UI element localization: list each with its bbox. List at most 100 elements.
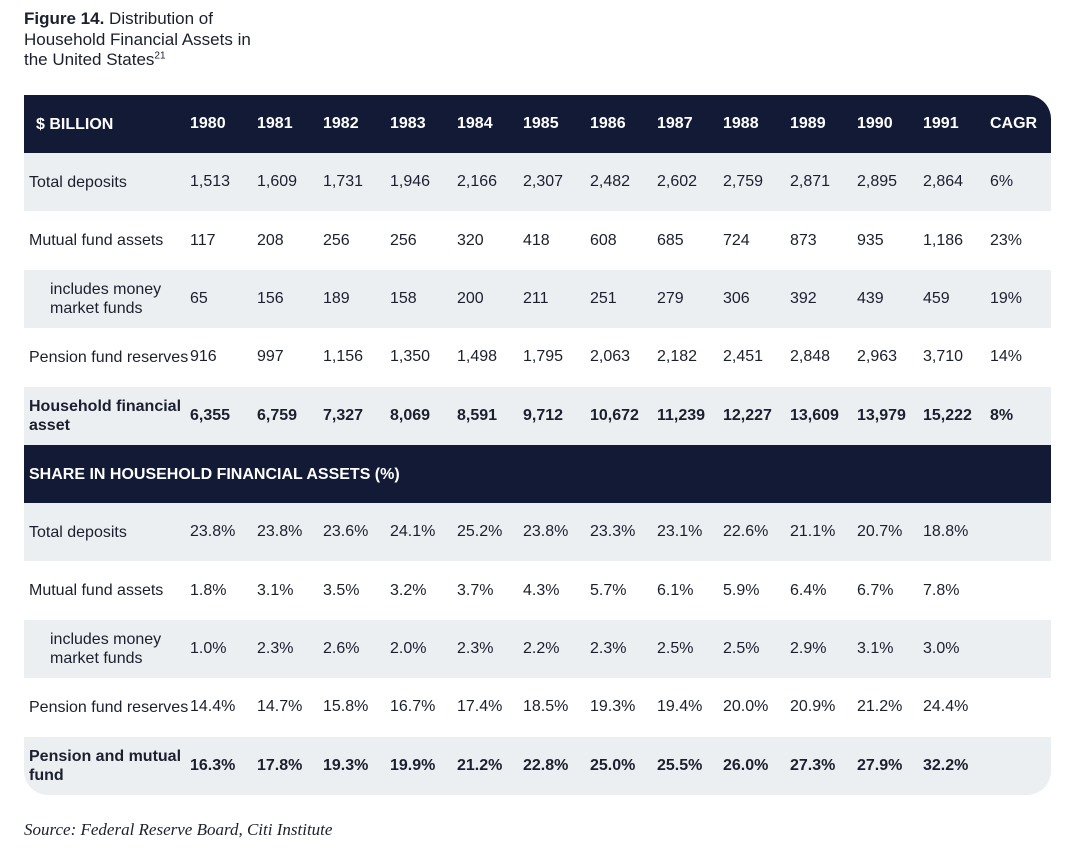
table-cell: 1,186	[923, 231, 964, 249]
table-cell: 2.3%	[457, 639, 494, 657]
table-cell: 1,513	[190, 173, 231, 191]
table-row: Household financial asset 6,355 6,759 7,327…	[24, 386, 1051, 445]
table-cell: 12,227	[723, 406, 772, 424]
table-cell: 20.7%	[857, 523, 903, 541]
row-label: Mutual fund assets	[29, 232, 164, 250]
table-cell: 1,946	[390, 173, 431, 191]
table-cell: 23.8%	[190, 523, 236, 541]
table-cell: 2,871	[790, 173, 831, 191]
table-cell: 19.3%	[323, 756, 369, 774]
table-cell: 23.1%	[657, 523, 703, 541]
column-header-1980: 1980	[190, 115, 226, 132]
table-cell: 2,602	[657, 173, 698, 191]
table-cell: 392	[790, 289, 817, 307]
table-cell: 3.1%	[257, 581, 294, 599]
table-cell: 20.0%	[723, 698, 769, 716]
table-cell: 1.0%	[190, 639, 227, 657]
table-cell: 22.6%	[723, 523, 769, 541]
table-cell: 25.0%	[590, 756, 636, 774]
row-label: Mutual fund assets	[29, 582, 164, 600]
table-cell: 15.8%	[323, 698, 369, 716]
table-cell: 17.4%	[457, 698, 503, 716]
table-cell: 14.7%	[257, 698, 303, 716]
table-cell: 256	[390, 231, 417, 249]
table-row: Total deposits 23.8% 23.8% 23.6% 24.1% 25.2% 2…	[24, 503, 1051, 562]
table-cell: 158	[390, 289, 417, 307]
table-cell: 724	[723, 231, 750, 249]
table-cell: 2.5%	[723, 639, 760, 657]
row-label: includes money market funds	[50, 280, 162, 317]
table-cell: 8,069	[390, 406, 431, 424]
table-cell: 3.0%	[923, 639, 960, 657]
table-cell: 24.1%	[390, 523, 436, 541]
table-row: Pension fund reserves 14.4% 14.7% 15.8% 16.7…	[24, 678, 1051, 737]
share-header-row: SHARE IN HOUSEHOLD FINANCIAL ASSETS (%)	[24, 445, 1051, 503]
table-cell: 459	[923, 289, 950, 307]
table-cell: 20.9%	[790, 698, 836, 716]
table-cell: 4.3%	[523, 581, 560, 599]
table-cell: 211	[523, 289, 549, 307]
table-cell: 935	[857, 231, 884, 249]
table-cell: 16.3%	[190, 756, 236, 774]
table-cell: 5.7%	[590, 581, 627, 599]
row-label: Total deposits	[29, 173, 127, 191]
table-cell: 3.1%	[857, 639, 894, 657]
table-cell: 2,451	[723, 348, 764, 366]
table-cell: 8%	[990, 406, 1014, 424]
table-cell: 2,182	[657, 348, 698, 366]
table-cell: 6.7%	[857, 581, 894, 599]
table-cell: 24.4%	[923, 698, 969, 716]
column-header-1989: 1989	[790, 115, 826, 132]
table-cell: 873	[790, 231, 817, 249]
column-header-1985: 1985	[523, 115, 559, 132]
section-header-label: SHARE IN HOUSEHOLD FINANCIAL ASSETS (%)	[29, 465, 400, 483]
table-cell: 7.8%	[923, 581, 960, 599]
row-label: Pension fund reserves	[29, 698, 189, 716]
section-header-label: $ BILLION	[36, 115, 114, 133]
table-cell: 2.2%	[523, 639, 560, 657]
table-cell: 2,759	[723, 173, 764, 191]
table-cell: 23.8%	[257, 523, 303, 541]
table-cell: 6,355	[190, 406, 231, 424]
table-cell: 1,609	[257, 173, 298, 191]
table-row: Mutual fund assets 1.8% 3.1% 3.5% 3.2% 3.7% 4.…	[24, 561, 1051, 620]
table-cell: 18.5%	[523, 698, 569, 716]
table-cell: 156	[257, 289, 284, 307]
row-label: Pension fund reserves	[29, 348, 189, 366]
table-cell: 2.5%	[657, 639, 694, 657]
row-label: Total deposits	[29, 523, 127, 541]
table-cell: 14.4%	[190, 698, 236, 716]
table-cell: 19.4%	[657, 698, 703, 716]
table-cell: 27.3%	[790, 756, 836, 774]
table-cell: 2,963	[857, 348, 898, 366]
table-cell: 3,710	[923, 348, 964, 366]
table-cell: 1,498	[457, 348, 498, 366]
table-cell: 608	[590, 231, 617, 249]
table-cell: 25.2%	[457, 523, 503, 541]
table-cell: 19.3%	[590, 698, 636, 716]
table-cell: 15,222	[923, 406, 972, 424]
data-table: $ BILLION 1980 1981 1982 1983 1984 1985 1986 198…	[24, 95, 1051, 795]
table-cell: 3.7%	[457, 581, 494, 599]
table-cell: 22.8%	[523, 756, 569, 774]
table-cell: 23.6%	[323, 523, 369, 541]
table-cell: 2,895	[857, 173, 898, 191]
table-cell: 10,672	[590, 406, 639, 424]
table-cell: 6.1%	[657, 581, 694, 599]
table-cell: 2,848	[790, 348, 831, 366]
row-label: Household financial asset	[29, 397, 182, 434]
table-cell: 5.9%	[723, 581, 760, 599]
column-header-1990: 1990	[857, 115, 893, 132]
table-row: Pension and mutual fund 16.3% 17.8% 19.3% 19…	[24, 736, 1051, 795]
table-cell: 32.2%	[923, 756, 969, 774]
table-cell: 997	[257, 348, 284, 366]
table-cell: 13,979	[857, 406, 906, 424]
table-cell: 306	[723, 289, 750, 307]
table-cell: 65	[190, 289, 208, 307]
table-row: includes money market funds 1.0% 2.3% 2.6% 2…	[24, 619, 1051, 679]
table-cell: 200	[457, 289, 484, 307]
row-label: Pension and mutual fund	[29, 747, 182, 784]
table-cell: 3.2%	[390, 581, 427, 599]
table-cell: 1,156	[323, 348, 364, 366]
table-cell: 439	[857, 289, 884, 307]
